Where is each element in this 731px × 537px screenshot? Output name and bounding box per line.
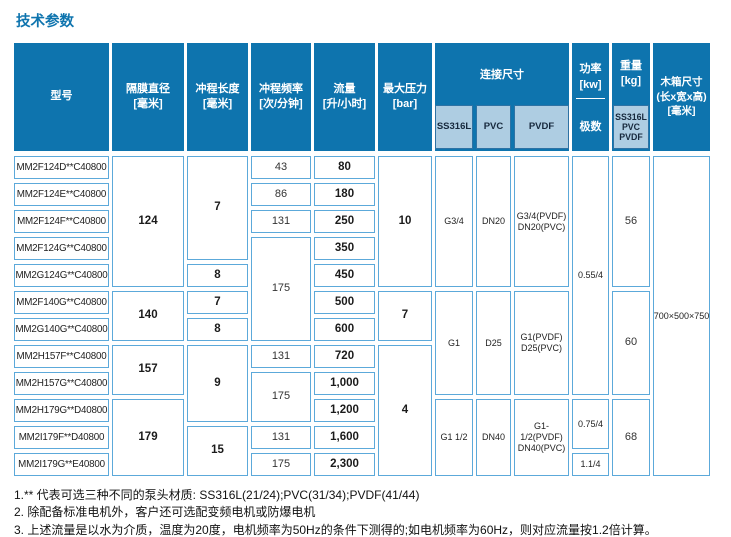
model-cell: MM2I179G**E40800 <box>14 453 109 476</box>
header-connection-pvc: PVC <box>476 105 511 149</box>
header-stroke-frequency: 冲程频率 [次/分钟] <box>251 43 311 151</box>
header-diaphragm-diameter: 隔膜直径 [毫米] <box>112 43 184 151</box>
header-weight-materials: SS316L PVC PVDF <box>613 105 649 149</box>
header-stroke-length: 冲程长度 [毫米] <box>187 43 248 151</box>
header-flow: 流量 [升/小时] <box>314 43 375 151</box>
power-cell: 0.55/4 <box>572 156 609 395</box>
connection-pvc-cell: D25 <box>476 291 511 395</box>
header-weight: 重量 [kg] <box>620 60 642 87</box>
connection-pvdf-cell: G3/4(PVDF) DN20(PVC) <box>514 156 569 287</box>
model-cell: MM2G140G**C40800 <box>14 318 109 341</box>
page-title: 技术参数 <box>16 14 74 30</box>
model-cell: MM2H179G**D40800 <box>14 399 109 422</box>
stroke-frequency-cell: 131 <box>251 345 311 368</box>
stroke-length-cell: 8 <box>187 264 248 287</box>
connection-pvc-cell: DN20 <box>476 156 511 287</box>
header-connection-group: 连接尺寸 SS316L PVC PVDF <box>435 43 569 151</box>
diaphragm-diameter-cell: 179 <box>112 399 184 476</box>
model-cell: MM2I179F**D40800 <box>14 426 109 449</box>
flow-cell: 250 <box>314 210 375 233</box>
flow-cell: 1,600 <box>314 426 375 449</box>
header-connection-ss316l: SS316L <box>435 105 473 149</box>
table-body: MM2F124D**C40800 MM2F124E**C40800 MM2F124F… <box>14 156 715 476</box>
stroke-frequency-cell: 175 <box>251 453 311 476</box>
flow-cell: 1,000 <box>314 372 375 395</box>
header-max-pressure: 最大压力 [bar] <box>378 43 432 151</box>
flow-cell: 350 <box>314 237 375 260</box>
header-connection: 连接尺寸 <box>480 69 524 81</box>
diaphragm-diameter-cell: 124 <box>112 156 184 287</box>
diaphragm-diameter-cell: 157 <box>112 345 184 395</box>
footnote-3: 3. 上述流量是以水为介质，温度为20度，电机频率为50Hz的条件下测得的;如电… <box>14 522 657 537</box>
model-cell: MM2F124E**C40800 <box>14 183 109 206</box>
model-cell: MM2H157G**C40800 <box>14 372 109 395</box>
footnote-1: 1.** 代表可选三种不同的泵头材质: SS316L(21/24);PVC(31… <box>14 488 420 502</box>
flow-cell: 500 <box>314 291 375 314</box>
stroke-frequency-cell: 86 <box>251 183 311 206</box>
stroke-frequency-cell: 43 <box>251 156 311 179</box>
header-power-poles: 极数 <box>579 121 602 133</box>
stroke-length-cell: 8 <box>187 318 248 341</box>
connection-pvc-cell: DN40 <box>476 399 511 476</box>
stroke-length-cell: 7 <box>187 156 248 260</box>
connection-pvdf-cell: G1-1/2(PVDF) DN40(PVC) <box>514 399 569 476</box>
diaphragm-diameter-cell: 140 <box>112 291 184 341</box>
model-cell: MM2F124F**C40800 <box>14 210 109 233</box>
header-connection-pvdf: PVDF <box>514 105 569 149</box>
stroke-length-cell: 15 <box>187 426 248 476</box>
stroke-frequency-cell: 175 <box>251 237 311 341</box>
flow-cell: 600 <box>314 318 375 341</box>
header-weight-group: 重量 [kg] SS316L PVC PVDF <box>612 43 650 151</box>
stroke-frequency-cell: 131 <box>251 426 311 449</box>
header-model: 型号 <box>14 43 109 151</box>
stroke-length-cell: 7 <box>187 291 248 314</box>
stroke-frequency-cell: 175 <box>251 372 311 422</box>
flow-cell: 80 <box>314 156 375 179</box>
power-cell: 1.1/4 <box>572 453 609 476</box>
flow-cell: 180 <box>314 183 375 206</box>
weight-cell: 60 <box>612 291 650 395</box>
model-cell: MM2F140G**C40800 <box>14 291 109 314</box>
footnotes: 1.** 代表可选三种不同的泵头材质: SS316L(21/24);PVC(31… <box>14 487 715 537</box>
model-cell: MM2G124G**C40800 <box>14 264 109 287</box>
weight-cell: 68 <box>612 399 650 476</box>
header-power-divider <box>576 98 605 99</box>
flow-cell: 1,200 <box>314 399 375 422</box>
connection-ss316l-cell: G3/4 <box>435 156 473 287</box>
stroke-frequency-cell: 131 <box>251 210 311 233</box>
header-connection-subrow: SS316L PVC PVDF <box>435 105 569 149</box>
max-pressure-cell: 7 <box>378 291 432 341</box>
model-cell: MM2F124D**C40800 <box>14 156 109 179</box>
max-pressure-cell: 10 <box>378 156 432 287</box>
stroke-length-cell: 9 <box>187 345 248 422</box>
max-pressure-cell: 4 <box>378 345 432 476</box>
connection-ss316l-cell: G1 1/2 <box>435 399 473 476</box>
header-power: 功率 [kw] <box>579 63 602 91</box>
connection-pvdf-cell: G1(PVDF) D25(PVC) <box>514 291 569 395</box>
table-header: 型号 隔膜直径 [毫米] 冲程长度 [毫米] 冲程频率 [次/分钟] 流量 [升… <box>14 43 715 151</box>
weight-cell: 56 <box>612 156 650 287</box>
flow-cell: 450 <box>314 264 375 287</box>
box-size-cell: 700×500×750 <box>653 156 710 476</box>
header-box-size: 木箱尺寸 (长x宽x高) [毫米] <box>653 43 710 151</box>
header-power-group: 功率 [kw] 极数 <box>572 43 609 151</box>
flow-cell: 720 <box>314 345 375 368</box>
flow-cell: 2,300 <box>314 453 375 476</box>
spec-table: 型号 隔膜直径 [毫米] 冲程长度 [毫米] 冲程频率 [次/分钟] 流量 [升… <box>14 43 715 476</box>
model-cell: MM2H157F**C40800 <box>14 345 109 368</box>
model-cell: MM2F124G**C40800 <box>14 237 109 260</box>
power-cell: 0.75/4 <box>572 399 609 449</box>
connection-ss316l-cell: G1 <box>435 291 473 395</box>
footnote-2: 2. 除配备标准电机外，客户还可选配变频电机或防爆电机 <box>14 505 316 520</box>
